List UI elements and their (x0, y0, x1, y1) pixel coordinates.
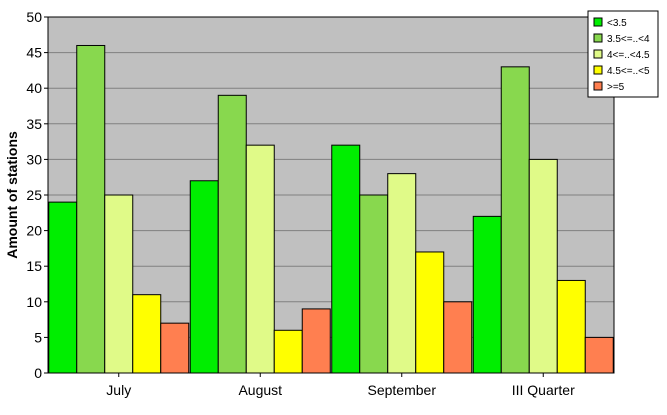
y-tick-label: 50 (26, 9, 42, 25)
bar (472, 215, 502, 374)
y-tick-label: 35 (26, 116, 42, 132)
bar (528, 158, 558, 374)
bar (387, 173, 417, 374)
x-tick-label: August (238, 382, 282, 398)
bar (331, 144, 361, 374)
legend-label: 4<=..<4.5 (607, 50, 650, 61)
legend: <3.5 3.5<=..<4 4<=..<4.5 4.5<=..<5 >=5 (587, 10, 659, 98)
y-tick-label: 20 (26, 223, 42, 239)
y-tick-label: 5 (34, 329, 42, 345)
y-tick-label: 0 (34, 365, 42, 381)
bar (301, 308, 331, 374)
bar (443, 301, 473, 374)
x-tick-label: III Quarter (512, 382, 575, 398)
legend-swatch (593, 33, 603, 43)
bar (76, 44, 106, 374)
bars (48, 44, 614, 374)
bar (415, 251, 445, 374)
legend-swatch (593, 17, 603, 27)
bar (217, 94, 247, 374)
x-tick-label: September (368, 382, 437, 398)
legend-label: >=5 (607, 82, 625, 93)
y-tick-label: 40 (26, 80, 42, 96)
bar (48, 201, 78, 374)
bar (359, 194, 389, 374)
y-tick-label: 10 (26, 294, 42, 310)
axes: 0 5 10 15 20 25 30 35 40 45 50 July August September I… (26, 9, 615, 398)
legend-label: <3.5 (607, 18, 627, 29)
bar (500, 66, 530, 374)
y-tick-label: 30 (26, 151, 42, 167)
legend-label: 3.5<=..<4 (607, 34, 650, 45)
x-tick-label: July (106, 382, 131, 398)
y-tick-label: 45 (26, 45, 42, 61)
plot-border (47, 16, 615, 374)
bar (273, 329, 303, 374)
bar (245, 144, 275, 374)
y-axis-label: Amount of stations (4, 131, 20, 259)
y-tick-label: 25 (26, 187, 42, 203)
bar (584, 336, 614, 374)
legend-swatch (593, 81, 603, 91)
bar (160, 322, 190, 374)
legend-swatch (593, 65, 603, 75)
bar (189, 180, 219, 374)
legend-label: 4.5<=..<5 (607, 66, 650, 77)
y-tick-label: 15 (26, 258, 42, 274)
bar (556, 279, 586, 374)
bar (104, 194, 134, 374)
legend-swatch (593, 49, 603, 59)
bar (132, 294, 162, 374)
